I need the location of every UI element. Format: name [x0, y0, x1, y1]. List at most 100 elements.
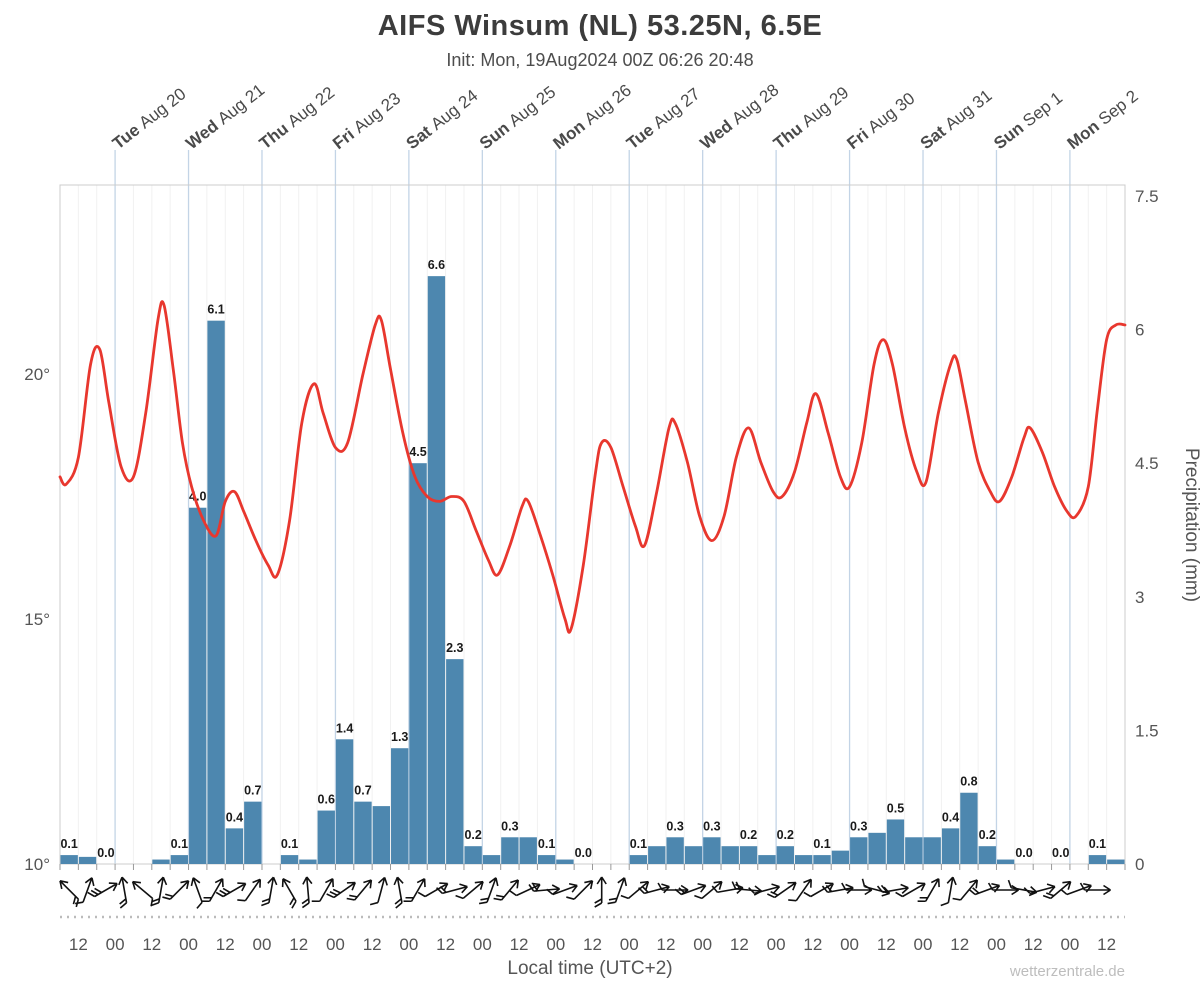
- wind-barb-icon: [493, 879, 520, 901]
- wind-barb-icon: [987, 882, 1020, 896]
- day-label: Sat Aug 31: [917, 86, 996, 153]
- precip-bar: [299, 859, 317, 864]
- right-axis-tick-label: 4.5: [1135, 454, 1159, 473]
- precip-bar-label: 2.3: [446, 641, 463, 655]
- day-label: Thu Aug 29: [770, 83, 852, 153]
- precip-bar: [482, 855, 501, 864]
- wind-barb-icon: [528, 883, 561, 895]
- wind-barb-icon: [131, 880, 154, 907]
- watermark: wetterzentrale.de: [1009, 963, 1125, 980]
- wind-barb-icon: [895, 882, 926, 898]
- chart-title: AIFS Winsum (NL) 53.25N, 6.5E: [377, 10, 823, 42]
- wind-barb-icon: [369, 876, 388, 906]
- hour-tick-label: 12: [142, 935, 161, 954]
- precip-bar-label: 0.3: [666, 819, 683, 833]
- right-axis-title: Precipitation (mm): [1181, 448, 1200, 602]
- wind-barb-icon: [748, 883, 781, 895]
- wind-barb-icon: [261, 876, 278, 907]
- hour-tick-label: 00: [106, 935, 125, 954]
- precip-bar-label: 0.4: [942, 810, 959, 824]
- right-axis-tick-label: 1.5: [1135, 721, 1159, 740]
- precip-bar-label: 0.3: [501, 819, 518, 833]
- hour-tick-label: 12: [730, 935, 749, 954]
- hour-tick-label: 00: [1060, 935, 1079, 954]
- wind-barb-icon: [694, 880, 723, 900]
- hour-tick-label: 00: [179, 935, 198, 954]
- precip-bar: [648, 846, 666, 864]
- precip-bar: [317, 810, 335, 864]
- precip-bar: [850, 837, 868, 864]
- day-label: Mon Aug 26: [550, 81, 635, 154]
- wind-barb-icon: [435, 883, 468, 895]
- precip-bar: [978, 846, 996, 864]
- precip-bar: [629, 855, 648, 864]
- wind-barb-icon: [162, 880, 190, 900]
- wind-barb-icon: [821, 883, 854, 894]
- precip-bar-label: 0.1: [60, 837, 77, 851]
- wind-barb-icon: [711, 883, 744, 894]
- precip-bar-label: 0.5: [887, 801, 904, 815]
- precip-bar-label: 0.6: [318, 793, 335, 807]
- hour-tick-label: 00: [987, 935, 1006, 954]
- wind-barb-icon: [118, 876, 129, 909]
- precip-bar: [391, 748, 409, 864]
- precip-bar: [519, 837, 537, 864]
- hour-tick-label: 00: [840, 935, 859, 954]
- hour-tick-label: 00: [546, 935, 565, 954]
- wind-barb-icon: [546, 882, 578, 896]
- precip-bar-label: 0.1: [171, 837, 188, 851]
- precip-bar-label: 0.7: [354, 784, 371, 798]
- right-axis-tick-label: 0: [1135, 855, 1144, 874]
- wind-barb-icon: [607, 877, 628, 905]
- precip-bar: [831, 850, 850, 864]
- wind-barb-icon: [566, 880, 594, 900]
- wind-barb-icon: [87, 882, 118, 898]
- hour-tick-label: 00: [473, 935, 492, 954]
- precip-bar-label: 0.1: [538, 837, 555, 851]
- day-label: Tue Aug 20: [109, 84, 190, 153]
- precip-bar: [225, 828, 244, 864]
- precip-bar: [794, 855, 813, 864]
- precip-bar-label: 0.2: [777, 828, 794, 842]
- wind-barb-icon: [190, 877, 203, 909]
- precip-bar-label: 0.2: [464, 828, 481, 842]
- precip-bar-label: 1.4: [336, 721, 353, 735]
- precip-bar: [446, 659, 464, 864]
- hour-tick-label: 12: [289, 935, 308, 954]
- wind-barb-icon: [620, 880, 650, 900]
- precip-bar-label: 0.3: [703, 819, 720, 833]
- precip-bar: [501, 837, 519, 864]
- day-label: Sun Aug 25: [476, 82, 559, 153]
- precip-bar: [739, 846, 758, 864]
- hour-tick-label: 12: [436, 935, 455, 954]
- precip-bar-label: 0.0: [575, 846, 592, 860]
- precip-bar: [537, 855, 556, 864]
- day-label: Mon Sep 2: [1064, 86, 1142, 153]
- precip-bar-label: 0.2: [979, 828, 996, 842]
- wind-barb-icon: [876, 883, 909, 894]
- hour-tick-label: 12: [216, 935, 235, 954]
- wind-barb-icon: [281, 878, 297, 909]
- precip-bar: [170, 855, 189, 864]
- precip-bar: [1107, 859, 1125, 864]
- wind-barb-icon: [237, 878, 262, 902]
- precip-bar: [941, 828, 960, 864]
- wind-barb-icon: [393, 876, 404, 909]
- wind-barb-icon: [731, 881, 763, 896]
- right-axis-tick-label: 6: [1135, 321, 1144, 340]
- precip-bar: [60, 855, 78, 864]
- precip-bar: [244, 801, 262, 864]
- x-axis-title: Local time (UTC+2): [507, 958, 673, 979]
- precip-bar-label: 6.6: [428, 258, 445, 272]
- precip-bar: [152, 859, 170, 864]
- wind-barb-icon: [311, 878, 334, 903]
- wind-barb-icon: [301, 876, 313, 909]
- precip-bar: [776, 846, 794, 864]
- precip-bar: [996, 859, 1015, 864]
- day-label: Wed Aug 28: [696, 80, 782, 153]
- wind-barb-icon: [861, 878, 891, 897]
- precip-bar: [905, 837, 923, 864]
- precip-bar-label: 1.3: [391, 730, 408, 744]
- day-label: Sun Sep 1: [990, 88, 1066, 153]
- hour-tick-label: 12: [363, 935, 382, 954]
